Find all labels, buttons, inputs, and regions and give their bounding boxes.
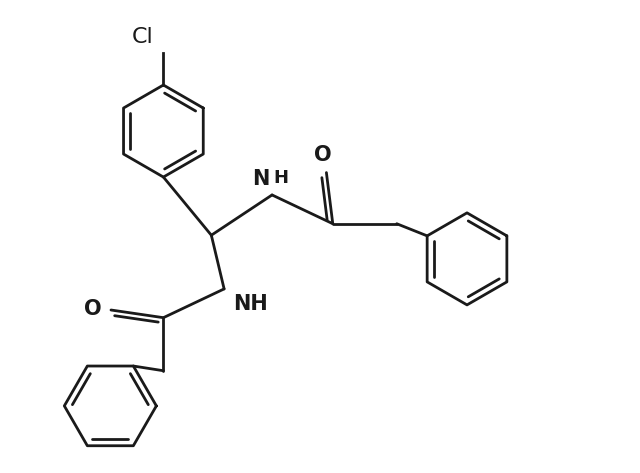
Text: O: O <box>84 299 101 319</box>
Text: O: O <box>314 145 332 165</box>
Text: Cl: Cl <box>132 26 154 47</box>
Text: NH: NH <box>233 294 268 314</box>
Text: H: H <box>273 169 289 187</box>
Text: N: N <box>252 168 269 189</box>
